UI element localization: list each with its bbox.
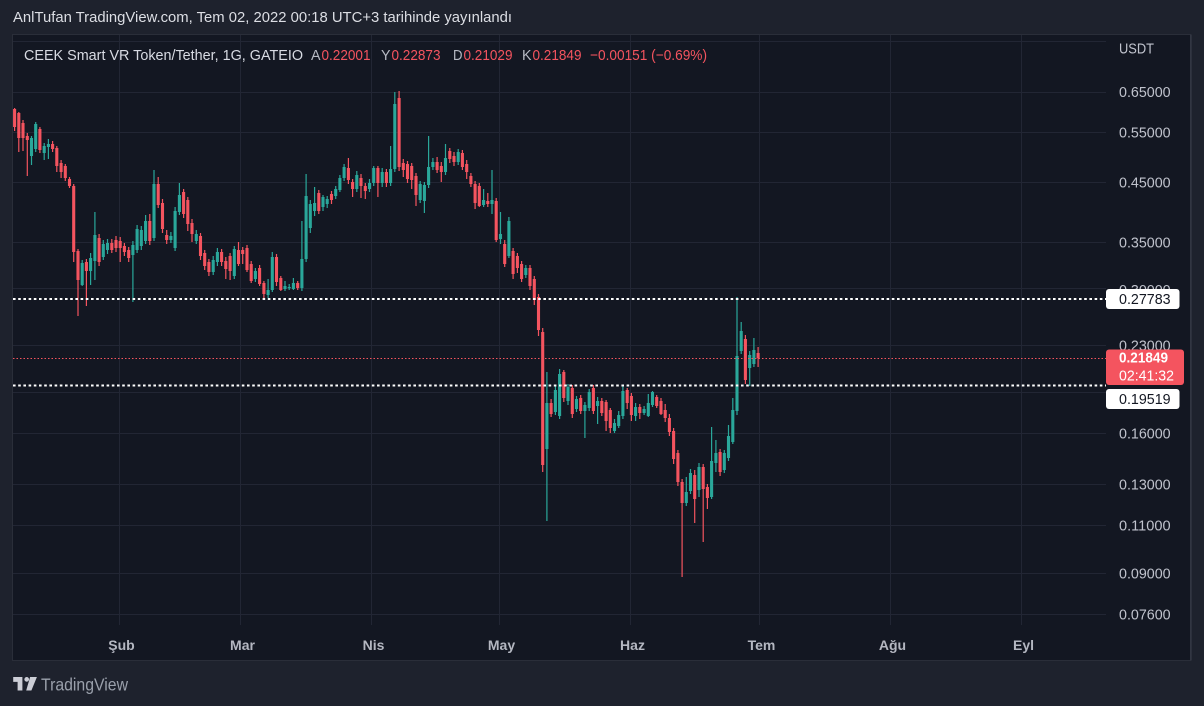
svg-text:Mar: Mar — [230, 637, 255, 653]
svg-text:0.35000: 0.35000 — [1119, 236, 1171, 252]
svg-text:TradingView: TradingView — [41, 675, 128, 695]
svg-text:0.07600: 0.07600 — [1119, 608, 1171, 624]
svg-text:0.11000: 0.11000 — [1119, 519, 1171, 535]
svg-text:0.21029: 0.21029 — [464, 47, 513, 64]
svg-text:0.21849: 0.21849 — [1119, 351, 1168, 367]
svg-text:0.16000: 0.16000 — [1119, 427, 1171, 443]
svg-text:0.22001: 0.22001 — [322, 47, 371, 64]
svg-text:Eyl: Eyl — [1013, 637, 1034, 653]
svg-text:Tem: Tem — [748, 637, 776, 653]
svg-text:Haz: Haz — [620, 637, 645, 653]
svg-text:0.21849: 0.21849 — [533, 47, 582, 64]
svg-text:D: D — [453, 47, 463, 64]
svg-text:Y: Y — [381, 47, 391, 64]
svg-text:USDT: USDT — [1119, 42, 1154, 58]
svg-text:K: K — [522, 47, 532, 64]
svg-text:A: A — [311, 47, 321, 64]
svg-text:0.55000: 0.55000 — [1119, 126, 1171, 142]
svg-text:May: May — [488, 637, 515, 653]
svg-text:0.22873: 0.22873 — [392, 47, 441, 64]
svg-text:0.09000: 0.09000 — [1119, 567, 1171, 583]
svg-text:0.19519: 0.19519 — [1119, 392, 1171, 408]
svg-text:0.13000: 0.13000 — [1119, 478, 1171, 494]
svg-text:CEEK Smart VR Token/Tether, 1G: CEEK Smart VR Token/Tether, 1G, GATEIO — [24, 47, 303, 64]
svg-text:0.45000: 0.45000 — [1119, 176, 1171, 192]
svg-text:Nis: Nis — [363, 637, 385, 653]
svg-text:Ağu: Ağu — [879, 637, 906, 653]
svg-text:AnlTufan TradingView.com, Tem: AnlTufan TradingView.com, Tem 02, 2022 0… — [13, 10, 512, 26]
svg-text:0.27783: 0.27783 — [1119, 292, 1171, 308]
svg-text:Şub: Şub — [108, 637, 134, 653]
svg-text:−0.00151 (−0.69%): −0.00151 (−0.69%) — [590, 47, 707, 64]
svg-text:0.65000: 0.65000 — [1119, 85, 1171, 101]
svg-text:02:41:32: 02:41:32 — [1119, 369, 1174, 385]
